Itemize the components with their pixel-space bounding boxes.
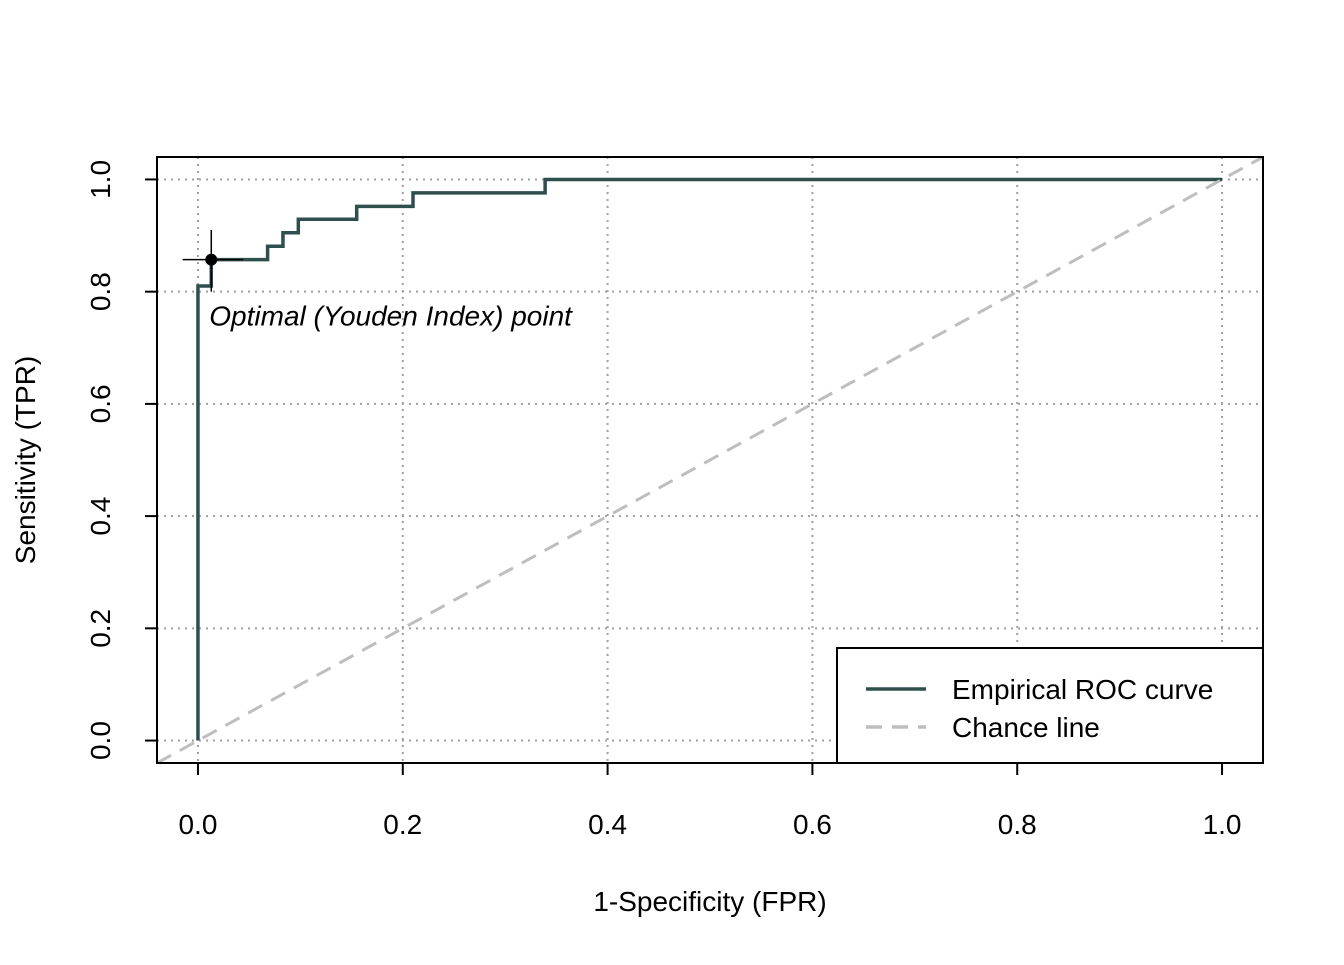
y-tick-label: 0.2	[85, 609, 116, 648]
y-axis-title: Sensitivity (TPR)	[10, 356, 41, 564]
x-tick-label: 1.0	[1203, 809, 1242, 840]
y-tick-label: 0.4	[85, 497, 116, 536]
y-tick-label: 0.8	[85, 272, 116, 311]
x-tick-label: 0.6	[793, 809, 832, 840]
plot-frame	[156, 156, 1264, 764]
y-tick-label: 0.6	[85, 384, 116, 423]
annotation: Optimal (Youden Index) point	[209, 301, 573, 332]
y-tick-label: 0.0	[85, 721, 116, 760]
legend-box	[836, 647, 1264, 764]
series-line	[157, 157, 1263, 763]
y-tick-label: 1.0	[85, 160, 116, 199]
x-tick-label: 0.4	[588, 809, 627, 840]
x-tick-label: 0.8	[998, 809, 1037, 840]
x-tick-label: 0.0	[178, 809, 217, 840]
x-tick-label: 0.2	[383, 809, 422, 840]
legend-label: Empirical ROC curve	[952, 674, 1213, 705]
legend-label: Chance line	[952, 712, 1100, 743]
x-axis-title: 1-Specificity (FPR)	[593, 886, 826, 917]
optimal-point	[205, 253, 218, 266]
